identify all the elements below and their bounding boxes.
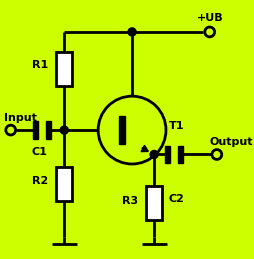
- Circle shape: [128, 28, 136, 36]
- Bar: [177, 146, 182, 163]
- Circle shape: [150, 150, 157, 159]
- FancyArrow shape: [140, 145, 148, 152]
- Text: +UB: +UB: [196, 13, 222, 23]
- Bar: [45, 121, 51, 139]
- Text: R3: R3: [121, 197, 137, 206]
- Text: R1: R1: [32, 60, 48, 70]
- Bar: [118, 116, 124, 144]
- Text: Output: Output: [209, 137, 252, 147]
- Text: Input: Input: [4, 113, 36, 123]
- Text: C1: C1: [31, 147, 47, 157]
- Bar: [146, 186, 162, 220]
- Bar: [56, 167, 72, 200]
- Circle shape: [98, 96, 165, 164]
- Bar: [56, 53, 72, 86]
- Circle shape: [60, 126, 68, 134]
- Bar: [33, 121, 38, 139]
- Text: C2: C2: [168, 194, 184, 204]
- Text: T1: T1: [168, 121, 183, 131]
- Bar: [164, 146, 170, 163]
- Text: R2: R2: [32, 176, 48, 186]
